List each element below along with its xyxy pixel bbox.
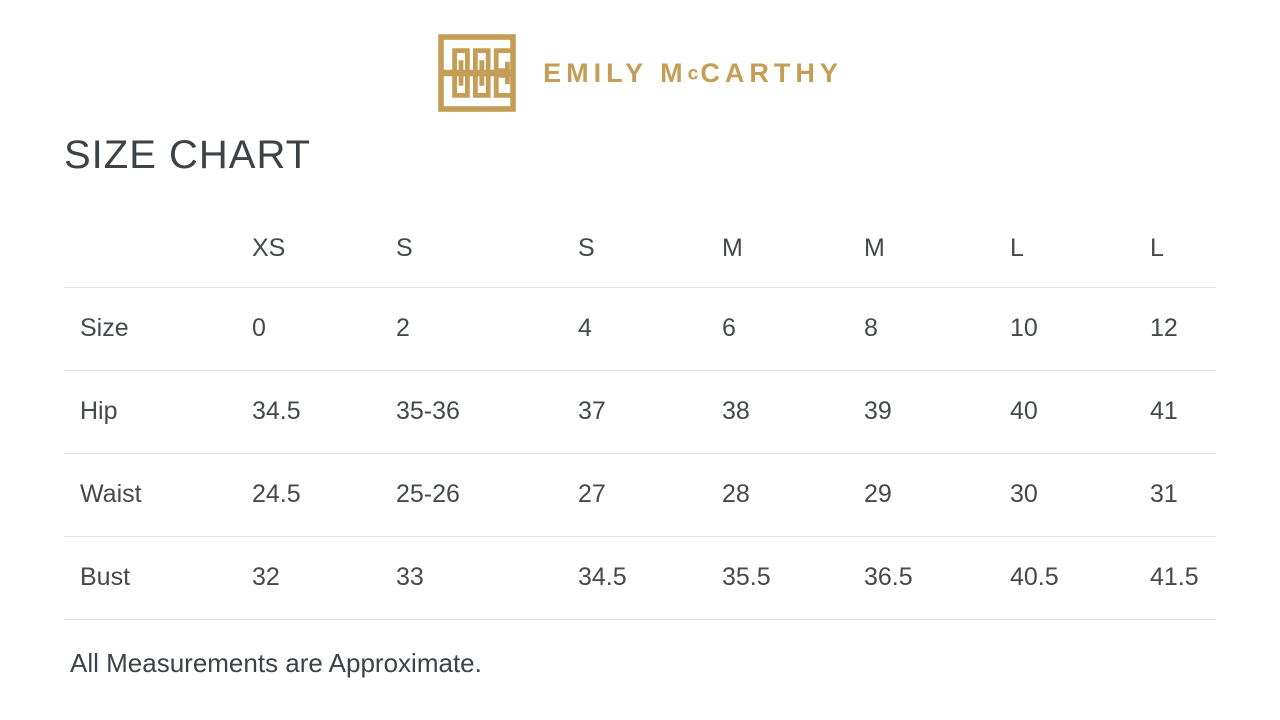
- size-value-cell: 8: [848, 287, 994, 371]
- column-header: XS: [236, 210, 380, 288]
- size-value-cell: 4: [562, 287, 706, 371]
- table-row: Waist 24.5 25-26 27 28 29 30 31: [64, 453, 1216, 537]
- size-value-cell: 33: [380, 536, 562, 620]
- brand-name-small-c: c: [687, 61, 701, 84]
- page-title: SIZE CHART: [64, 133, 312, 177]
- size-value-cell: 0: [236, 287, 380, 371]
- row-label: Waist: [64, 453, 236, 537]
- size-value-cell: 39: [848, 370, 994, 454]
- size-header-row: XS S S M M L L: [64, 210, 1216, 288]
- row-label: Size: [64, 287, 236, 371]
- size-chart-page: EMILY McCARTHY SIZE CHART XS S S M M L L Size 0…: [0, 0, 1280, 678]
- size-value-cell: 2: [380, 287, 562, 371]
- row-label: Hip: [64, 370, 236, 454]
- size-value-cell: 41.5: [1134, 536, 1216, 620]
- size-value-cell: 24.5: [236, 453, 380, 537]
- size-value-cell: 40.5: [994, 536, 1134, 620]
- column-header: S: [562, 210, 706, 288]
- table-row: Hip 34.5 35-36 37 38 39 40 41: [64, 370, 1216, 454]
- size-value-cell: 38: [706, 370, 848, 454]
- greek-key-monogram-icon: [437, 33, 517, 113]
- table-row: Size 0 2 4 6 8 10 12: [64, 287, 1216, 371]
- column-header: L: [1134, 210, 1216, 288]
- size-value-cell: 32: [236, 536, 380, 620]
- corner-cell: [64, 210, 236, 288]
- size-chart-table: XS S S M M L L Size 0 2 4 6 8 10 12 Hip 34.5 35-36 37 38 39…: [64, 210, 1216, 620]
- size-value-cell: 34.5: [236, 370, 380, 454]
- size-value-cell: 29: [848, 453, 994, 537]
- size-value-cell: 34.5: [562, 536, 706, 620]
- size-value-cell: 30: [994, 453, 1134, 537]
- size-value-cell: 41: [1134, 370, 1216, 454]
- table-row: Bust 32 33 34.5 35.5 36.5 40.5 41.5: [64, 536, 1216, 620]
- size-value-cell: 27: [562, 453, 706, 537]
- size-value-cell: 12: [1134, 287, 1216, 371]
- size-value-cell: 40: [994, 370, 1134, 454]
- column-header: M: [848, 210, 994, 288]
- size-value-cell: 35.5: [706, 536, 848, 620]
- brand-name-prefix: EMILY M: [543, 57, 688, 88]
- size-value-cell: 6: [706, 287, 848, 371]
- size-value-cell: 36.5: [848, 536, 994, 620]
- brand-name-suffix: CARTHY: [700, 57, 843, 88]
- measurements-note: All Measurements are Approximate.: [70, 647, 482, 678]
- brand-header: EMILY McCARTHY: [0, 0, 1280, 113]
- row-label: Bust: [64, 536, 236, 620]
- size-value-cell: 31: [1134, 453, 1216, 537]
- size-value-cell: 28: [706, 453, 848, 537]
- size-value-cell: 25-26: [380, 453, 562, 537]
- column-header: L: [994, 210, 1134, 288]
- size-value-cell: 37: [562, 370, 706, 454]
- column-header: M: [706, 210, 848, 288]
- size-value-cell: 10: [994, 287, 1134, 371]
- size-value-cell: 35-36: [380, 370, 562, 454]
- brand-name: EMILY McCARTHY: [543, 58, 843, 89]
- column-header: S: [380, 210, 562, 288]
